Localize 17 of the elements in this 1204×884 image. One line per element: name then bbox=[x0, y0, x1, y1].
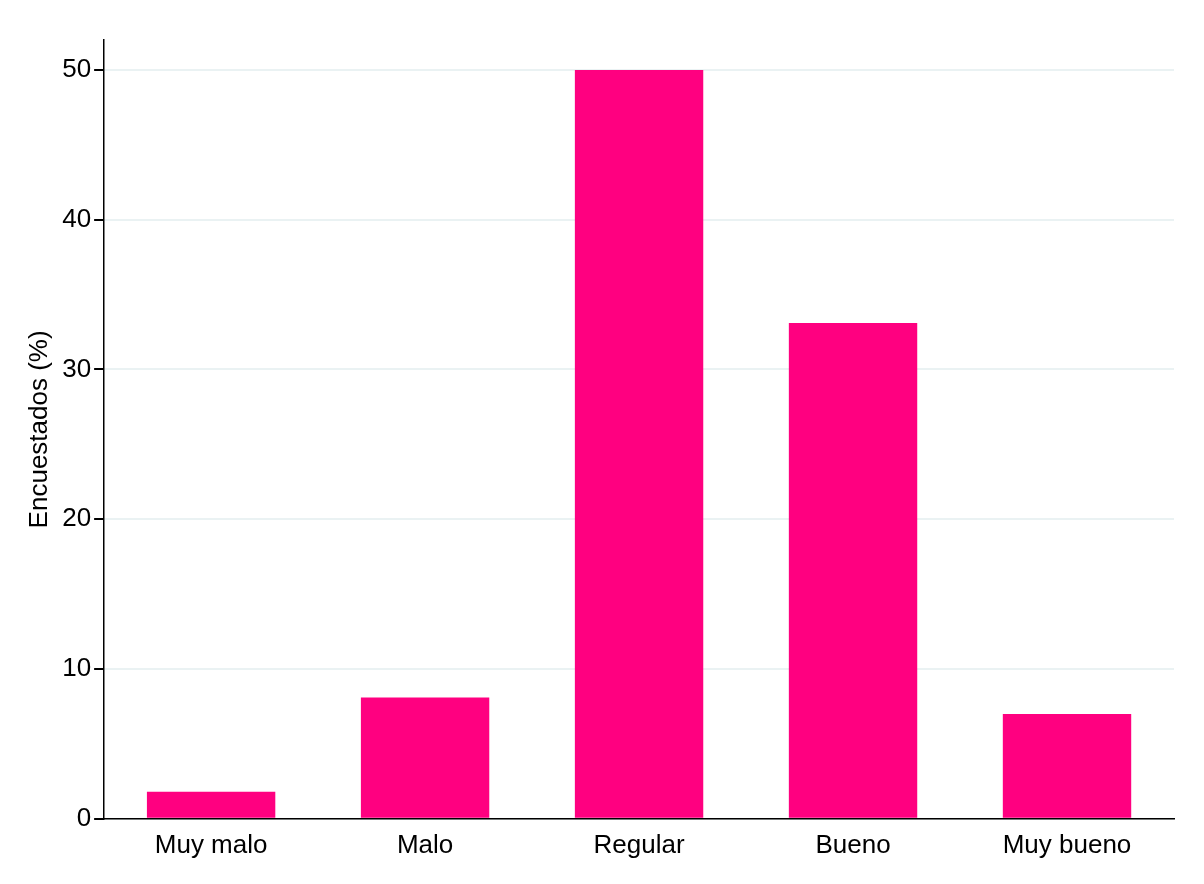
bar bbox=[574, 69, 704, 818]
bar bbox=[360, 697, 490, 818]
x-tick-label: Regular bbox=[593, 828, 685, 859]
x-tick-label: Muy malo bbox=[154, 828, 268, 859]
y-tick-label: 40 bbox=[62, 202, 92, 233]
y-tick-label: 20 bbox=[62, 502, 92, 533]
x-tick-label: Muy bueno bbox=[1002, 828, 1132, 859]
y-tick-label: 0 bbox=[76, 801, 92, 832]
bar bbox=[146, 791, 276, 818]
y-tick-label: 30 bbox=[62, 352, 92, 383]
x-tick-label: Bueno bbox=[815, 828, 891, 859]
y-tick-label: 10 bbox=[62, 652, 92, 683]
bar bbox=[1002, 713, 1132, 818]
y-axis-title: Encuestados (%) bbox=[22, 330, 53, 529]
x-tick-label: Malo bbox=[396, 828, 454, 859]
bar bbox=[788, 323, 918, 818]
y-tick-label: 50 bbox=[62, 53, 92, 84]
